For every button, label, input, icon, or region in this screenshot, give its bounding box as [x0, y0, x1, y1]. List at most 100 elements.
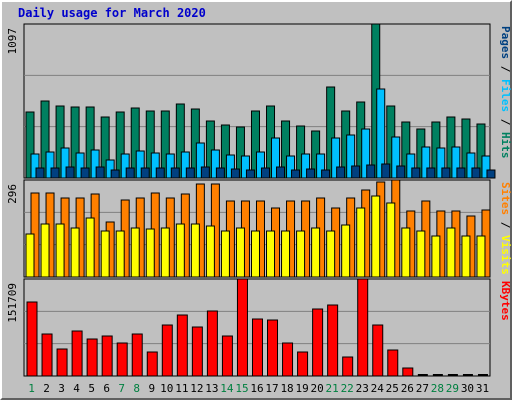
bar-visits-day-2	[40, 223, 50, 278]
bar-hits-day-16	[250, 110, 260, 179]
side-label-visits-sites: Sites / Visits	[499, 182, 512, 275]
bar-kbytes-day-21	[327, 304, 339, 377]
bar-files-day-6	[105, 159, 115, 179]
bar-kbytes-day-18	[282, 342, 294, 377]
bar-pages-day-24	[381, 163, 391, 179]
bar-hits-day-8	[130, 107, 140, 179]
bar-pages-day-8	[140, 167, 150, 179]
bar-kbytes-day-12	[191, 326, 203, 377]
bar-kbytes-day-26	[402, 367, 414, 377]
bar-pages-day-3	[65, 166, 75, 179]
bar-hits-day-21	[326, 86, 336, 179]
bar-pages-day-4	[80, 167, 90, 179]
bar-files-day-8	[135, 150, 145, 179]
bar-files-day-2	[45, 151, 55, 179]
bar-visits-day-28	[431, 235, 441, 278]
legend-files: Files	[499, 79, 512, 112]
bar-pages-day-25	[396, 165, 406, 179]
bar-kbytes-day-22	[342, 356, 354, 377]
bar-kbytes-day-10	[161, 324, 173, 377]
bar-hits-day-2	[40, 100, 50, 179]
bar-files-day-20	[316, 153, 326, 179]
bar-kbytes-day-16	[251, 318, 263, 377]
bar-files-day-15	[240, 155, 250, 179]
bar-visits-day-18	[281, 230, 291, 278]
day-label-17: 17	[265, 382, 278, 395]
bar-pages-day-16	[260, 167, 270, 179]
bar-pages-day-23	[366, 164, 376, 179]
bar-visits-day-31	[476, 235, 486, 278]
day-label-3: 3	[58, 382, 65, 395]
day-label-24: 24	[371, 382, 385, 395]
day-label-27: 27	[416, 382, 429, 395]
bar-kbytes-day-23	[357, 278, 369, 377]
bar-visits-day-17	[266, 230, 276, 278]
bar-visits-day-26	[401, 227, 411, 278]
ymax-label-kbytes: 151709	[6, 283, 19, 323]
bar-pages-day-7	[125, 167, 135, 179]
bar-files-day-21	[331, 137, 341, 179]
bar-pages-day-20	[321, 169, 331, 179]
chart-title: Daily usage for March 2020	[18, 6, 206, 20]
bar-kbytes-day-3	[56, 348, 68, 377]
bar-files-day-1	[30, 153, 40, 179]
bar-hits-day-3	[55, 105, 65, 179]
bar-kbytes-day-9	[146, 351, 158, 377]
day-label-1: 1	[28, 382, 35, 395]
bar-visits-day-21	[326, 230, 336, 278]
side-label-kbytes: KBytes	[499, 281, 512, 321]
bar-pages-day-26	[411, 167, 421, 179]
bar-kbytes-day-17	[267, 319, 279, 377]
bar-hits-day-5	[85, 106, 95, 179]
bar-visits-day-3	[55, 223, 65, 278]
day-label-16: 16	[250, 382, 263, 395]
bar-files-day-14	[225, 154, 235, 179]
bar-hits-day-30	[461, 118, 471, 179]
bar-files-day-12	[195, 142, 205, 179]
bar-visits-day-23	[356, 207, 366, 278]
bar-pages-day-10	[170, 167, 180, 179]
day-label-4: 4	[73, 382, 80, 395]
legend-sites: Sites	[499, 182, 512, 215]
bar-hits-day-10	[160, 110, 170, 179]
bar-kbytes-day-2	[41, 333, 53, 377]
day-label-20: 20	[311, 382, 324, 395]
day-label-22: 22	[341, 382, 354, 395]
bar-kbytes-day-1	[26, 301, 38, 377]
legend-visits: Visits	[499, 235, 512, 275]
bar-visits-day-6	[100, 230, 110, 278]
bar-pages-day-1	[35, 167, 45, 179]
day-label-26: 26	[401, 382, 414, 395]
bar-visits-day-15	[235, 227, 245, 278]
bar-pages-day-14	[230, 168, 240, 179]
bar-kbytes-day-15	[236, 278, 248, 377]
bar-visits-day-1	[25, 233, 35, 278]
side-label-hits-files-pages: Pages / Files / Hits	[499, 26, 512, 159]
bar-hits-day-14	[220, 124, 230, 179]
legend-separator: /	[499, 112, 512, 132]
bar-visits-day-30	[461, 235, 471, 278]
legend-pages: Pages	[499, 26, 512, 59]
bar-visits-day-4	[70, 227, 80, 278]
day-label-23: 23	[356, 382, 369, 395]
bar-kbytes-day-6	[101, 335, 113, 377]
bar-files-day-13	[210, 149, 220, 179]
bar-visits-day-29	[446, 227, 456, 278]
bar-pages-day-21	[336, 166, 346, 179]
bar-kbytes-day-20	[312, 308, 324, 377]
bar-hits-day-26	[401, 121, 411, 179]
day-label-15: 15	[235, 382, 248, 395]
bar-kbytes-day-4	[71, 330, 83, 377]
bar-pages-day-29	[456, 167, 466, 179]
bar-visits-day-7	[115, 230, 125, 278]
bar-files-day-18	[286, 155, 296, 179]
day-label-10: 10	[160, 382, 173, 395]
legend-separator: /	[499, 215, 512, 235]
bar-files-day-26	[406, 153, 416, 179]
bar-hits-day-4	[70, 106, 80, 179]
bar-files-day-27	[421, 146, 431, 179]
bar-kbytes-day-5	[86, 338, 98, 377]
day-label-5: 5	[88, 382, 95, 395]
bar-visits-day-13	[205, 225, 215, 278]
